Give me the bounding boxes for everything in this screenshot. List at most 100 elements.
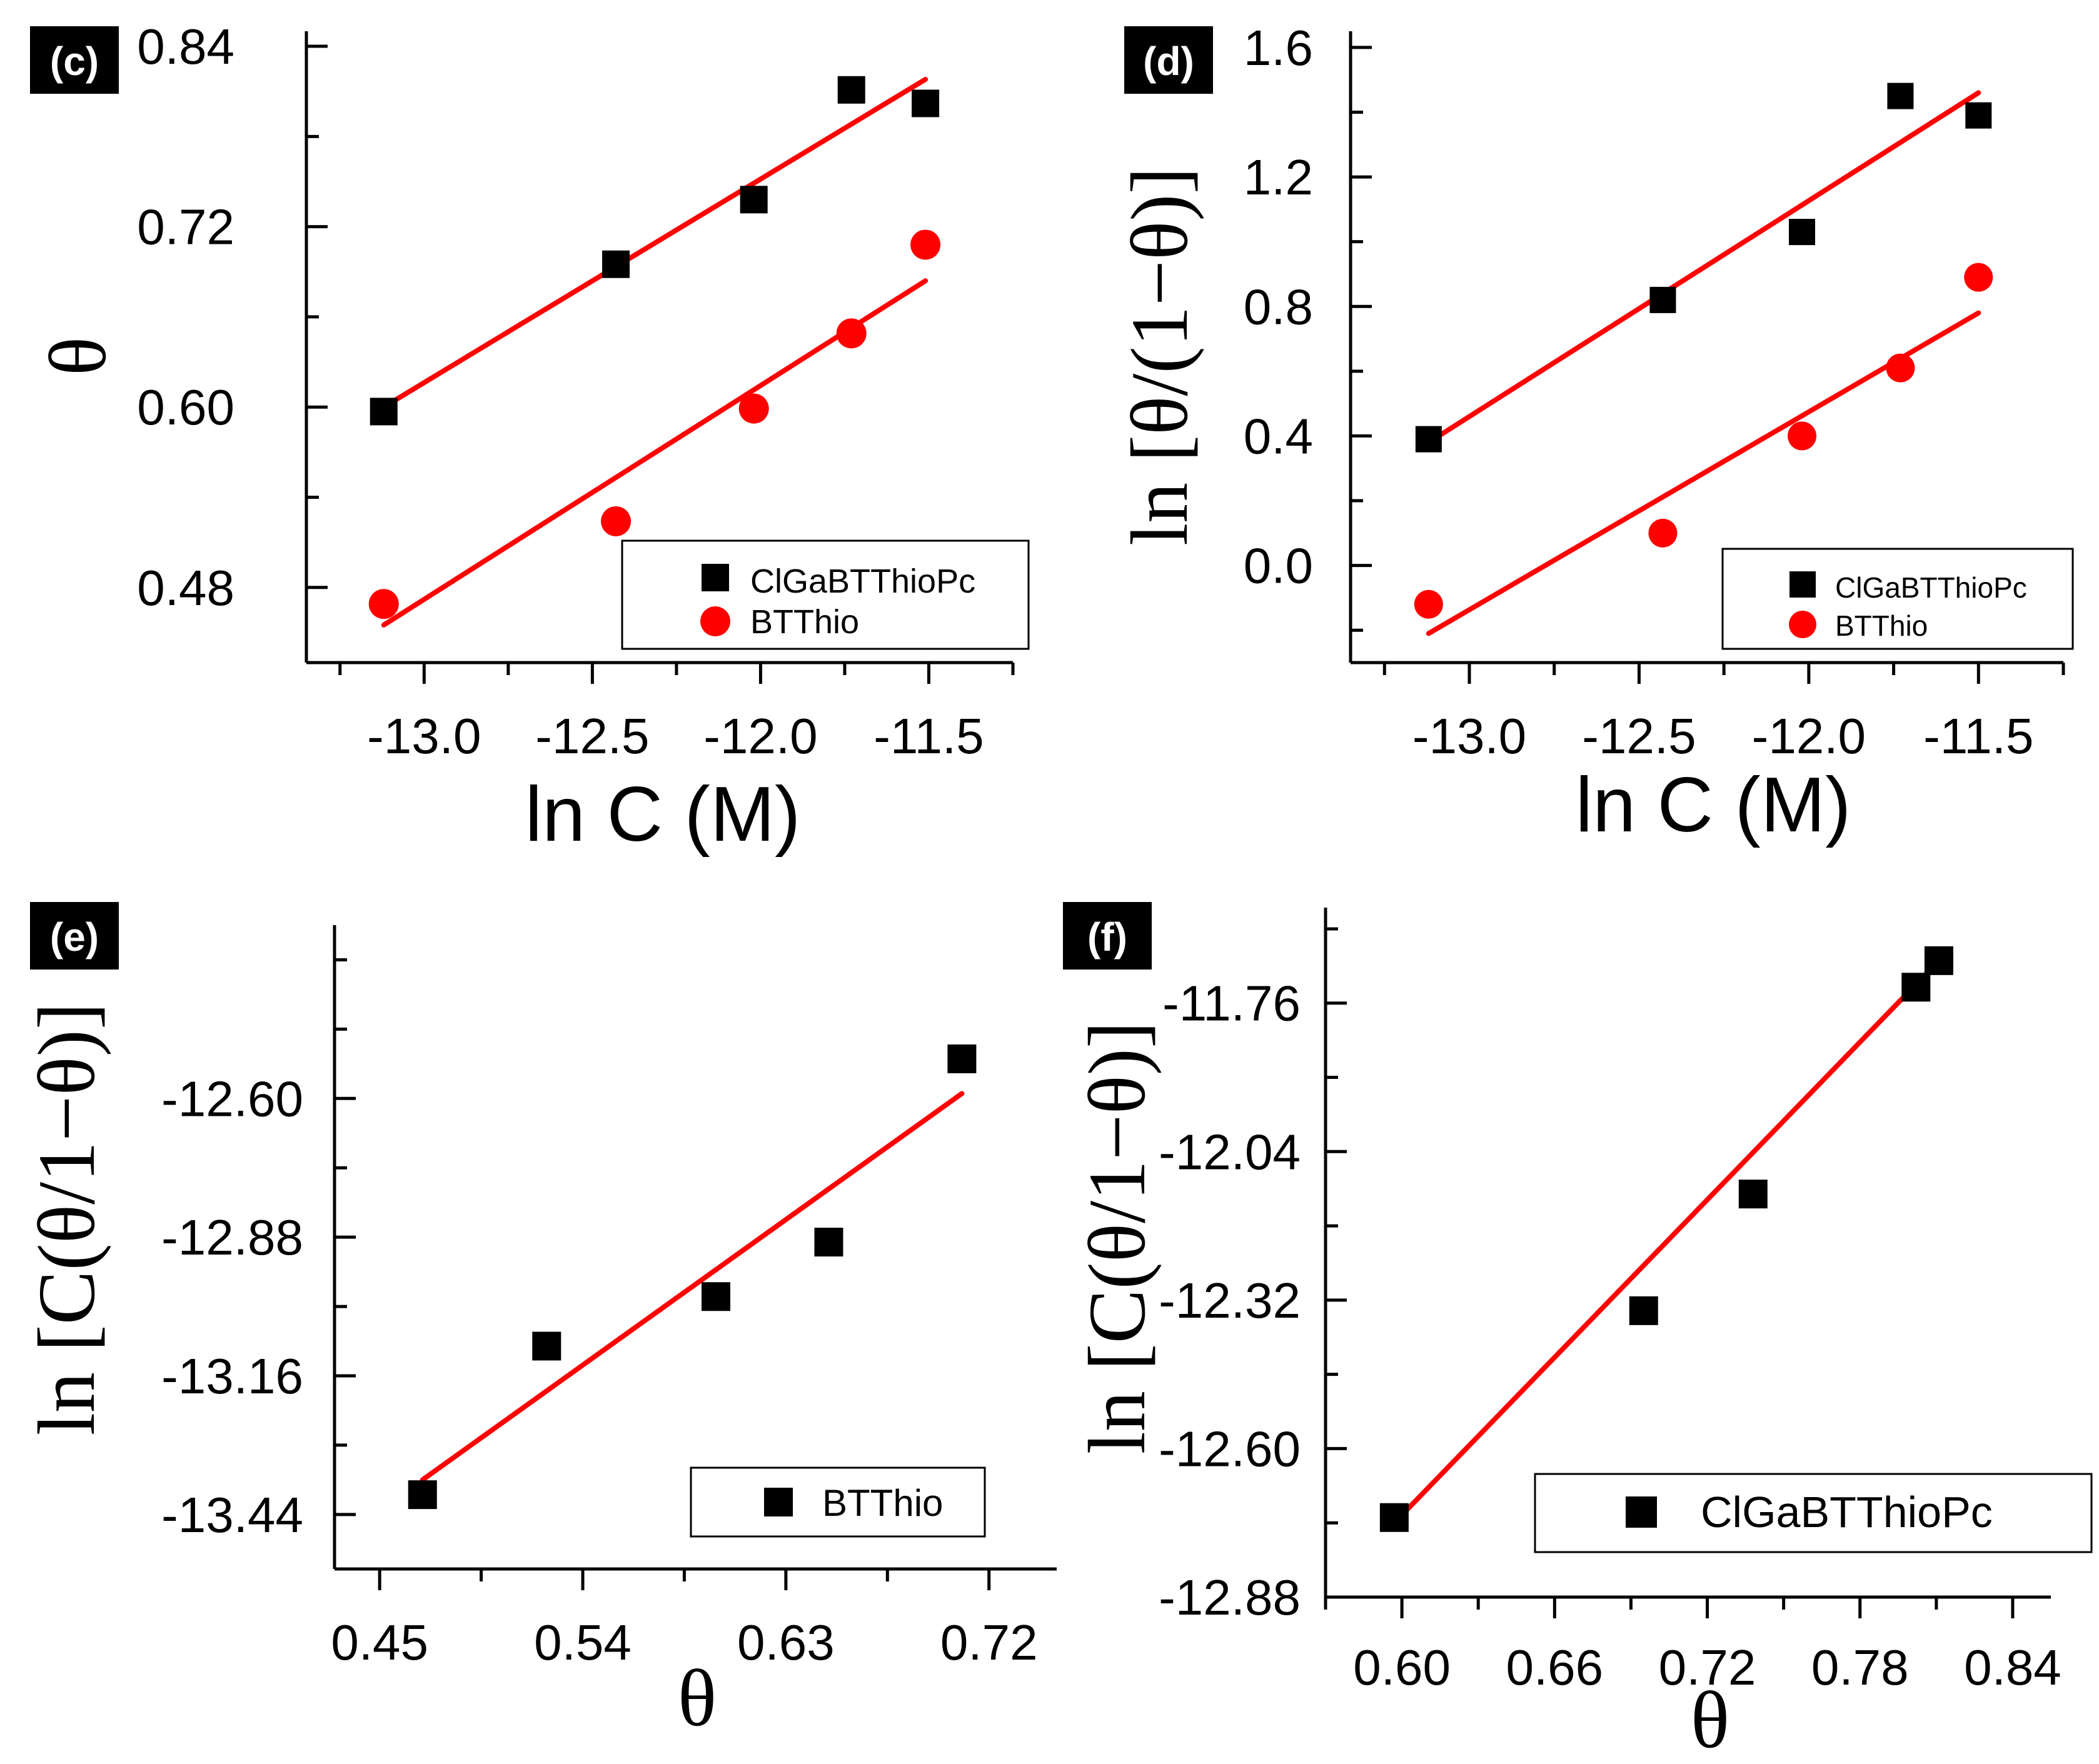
panel-d-tag: (d) <box>1143 39 1194 84</box>
panel-f-x-tick-label: 0.78 <box>1811 1640 1909 1695</box>
panel-f-y-tick-label: -12.60 <box>1159 1421 1301 1476</box>
panel-f-x-axis-title: θ <box>1691 1675 1729 1764</box>
panel-c-x-tick-label: -12.0 <box>703 708 817 764</box>
panel-f-legend: ClGaBTThioPc <box>1534 1473 2093 1553</box>
panel-c-tag: (c) <box>50 39 99 84</box>
panel-e-x-tick-label: 0.54 <box>534 1615 632 1670</box>
panel-e-x-tick-label: 0.63 <box>737 1615 835 1670</box>
panel-d-point-1-3 <box>1789 219 1815 246</box>
panel-c-x-axis-title: ln C (M) <box>525 771 801 858</box>
panel-d-x-tick-label: -12.0 <box>1752 708 1866 764</box>
panel-c-legend-box <box>621 539 1030 650</box>
panel-e-y-tick-label: -13.44 <box>161 1487 303 1543</box>
panel-d-legend-marker-circle <box>1789 611 1816 638</box>
panel-e-tag: (e) <box>50 915 99 960</box>
panel-e-x-axis-title: θ <box>678 1653 717 1743</box>
panel-d-point-2-5 <box>1964 263 1993 292</box>
panel-d-point-2-2 <box>1648 518 1678 548</box>
panel-e-legend-box <box>690 1466 986 1538</box>
panel-f-y-tick-label: -11.76 <box>1162 976 1301 1031</box>
panel-c-point-2-1 <box>368 589 399 619</box>
panel-c-tag-background <box>30 26 119 94</box>
panel-e-y-tick-label: -13.16 <box>161 1348 303 1404</box>
panel-f-y-tick-label: -12.04 <box>1159 1124 1301 1180</box>
panel-c-point-2-5 <box>910 229 941 260</box>
panel-e-y-tick-label: -12.88 <box>161 1210 303 1265</box>
panel-f-x-tick-label: 0.72 <box>1659 1640 1756 1695</box>
panel-d-y-tick-label: 1.2 <box>1244 149 1313 205</box>
panel-c-point-1-2 <box>602 250 630 278</box>
panel-f-plot: 0.60 0.66 0.72 0.78 0.84 -12.88 -12.60 -12.32 -1… <box>1159 908 2061 1695</box>
panel-d-point-2-3 <box>1788 421 1816 451</box>
panel-c-x-tick-label: -13.0 <box>367 708 481 764</box>
panel-f-x-tick-label: 0.66 <box>1506 1640 1603 1695</box>
panel-c-point-2-3 <box>738 393 769 424</box>
panel-e-y-tick-label: -12.60 <box>161 1071 303 1126</box>
panel-c-point-1-3 <box>740 186 768 214</box>
panel-c-x-tick-label: -11.5 <box>873 708 984 764</box>
panel-c-point-1-4 <box>837 76 865 104</box>
panel-d-legend-box <box>1721 548 2074 650</box>
panel-f-y-tick-label: -12.88 <box>1159 1570 1301 1625</box>
panel-e-plot: 0.45 0.54 0.63 0.72 -13.44 -13.16 -12.88 -12.60 <box>161 925 1057 1670</box>
panel-f-x-tick-label: 0.60 <box>1353 1640 1451 1695</box>
panel-f-point-1-1 <box>1379 1503 1409 1532</box>
panel-d: (d) -13.0 -12.5 -12.0 -11.50.00.40.81.21.6 … <box>1115 20 2074 848</box>
panel-c-y-tick-label: 0.72 <box>137 199 234 255</box>
panel-e-tag-background <box>30 902 119 970</box>
panel-e-legend: BTThio <box>690 1466 986 1538</box>
panel-e-x-tick-label: 0.72 <box>940 1615 1038 1670</box>
panel-e-legend-label-1: BTThio <box>822 1482 943 1524</box>
panel-d-tag-background <box>1124 26 1213 94</box>
panel-f-tag-background <box>1063 902 1152 970</box>
panel-e-point-1-2 <box>532 1331 561 1361</box>
panel-e-y-axis-title: ln [C(θ/1−θ)] <box>22 1003 112 1435</box>
panel-d-legend: ClGaBTThioPc BTThio <box>1721 548 2074 650</box>
panel-e-x-tick-label: 0.45 <box>331 1615 428 1670</box>
panel-c-y-tick-label: 0.48 <box>137 560 234 616</box>
panel-d-y-tick-label: 0.0 <box>1244 538 1313 594</box>
panel-e-point-1-4 <box>814 1228 843 1257</box>
panel-f-point-1-3 <box>1738 1180 1768 1209</box>
panel-d-fit-line-1 <box>1426 90 1981 445</box>
panel-c-point-2-2 <box>601 506 632 536</box>
panel-d-legend-label-1: ClGaBTThioPc <box>1835 571 2027 604</box>
panel-c-fit-line-1 <box>381 76 929 410</box>
panel-e-fit-line-1 <box>420 1091 965 1483</box>
panel-e-point-1-1 <box>408 1480 437 1510</box>
panel-c-point-1-1 <box>370 398 398 426</box>
panel-d-y-axis-title: ln [θ/(1−θ)] <box>1115 167 1205 546</box>
panel-d-plot: -13.0 -12.5 -12.0 -11.5 0.0 0.4 0.8 1.2 1.6 <box>1244 20 2065 764</box>
panel-e-legend-marker-square <box>764 1488 793 1516</box>
panel-d-y-tick-label: 0.4 <box>1244 408 1313 464</box>
panel-e-point-1-3 <box>701 1282 730 1311</box>
panel-f-point-1-4 <box>1901 973 1931 1002</box>
panel-d-point-2-4 <box>1886 353 1915 383</box>
panel-d-x-axis-title: ln C (M) <box>1576 762 1851 848</box>
panel-d-legend-label-2: BTThio <box>1835 609 1928 642</box>
panel-c-y-tick-label: 0.60 <box>137 379 234 435</box>
panel-e-point-1-5 <box>947 1044 977 1073</box>
panel-d-point-1-2 <box>1649 286 1676 313</box>
panel-f-y-tick-label: -12.32 <box>1159 1273 1301 1328</box>
panel-c-legend-marker-circle <box>700 606 730 636</box>
panel-d-x-tick-label: -13.0 <box>1412 708 1526 764</box>
panel-d-x-tick-label: -12.5 <box>1582 708 1696 764</box>
panel-d-point-2-1 <box>1414 589 1443 619</box>
panel-d-point-1-5 <box>1965 102 1992 129</box>
panel-c-point-1-5 <box>912 89 940 118</box>
panel-c: (c) -13.0 -12.5 -12.0 -11.5 0.48 0.60 0.72 0.84… <box>30 19 1030 858</box>
panel-f-legend-label-1: ClGaBTThioPc <box>1701 1488 1993 1536</box>
panel-f-x-tick-label: 0.84 <box>1964 1640 2061 1695</box>
panel-c-legend-marker-square <box>702 564 729 591</box>
panel-d-y-tick-label: 1.6 <box>1244 20 1313 76</box>
panel-c-plot: -13.0 -12.5 -12.0 -11.5 0.48 0.60 0.72 0.84 <box>137 19 1015 764</box>
panel-d-legend-marker-square <box>1789 571 1816 598</box>
panel-d-point-1-1 <box>1415 426 1442 453</box>
panel-c-x-tick-label: -12.5 <box>535 708 649 764</box>
panel-f-point-1-5 <box>1924 946 1953 975</box>
panel-f-tag: (f) <box>1087 915 1127 960</box>
panel-f-legend-marker-square <box>1626 1496 1657 1528</box>
